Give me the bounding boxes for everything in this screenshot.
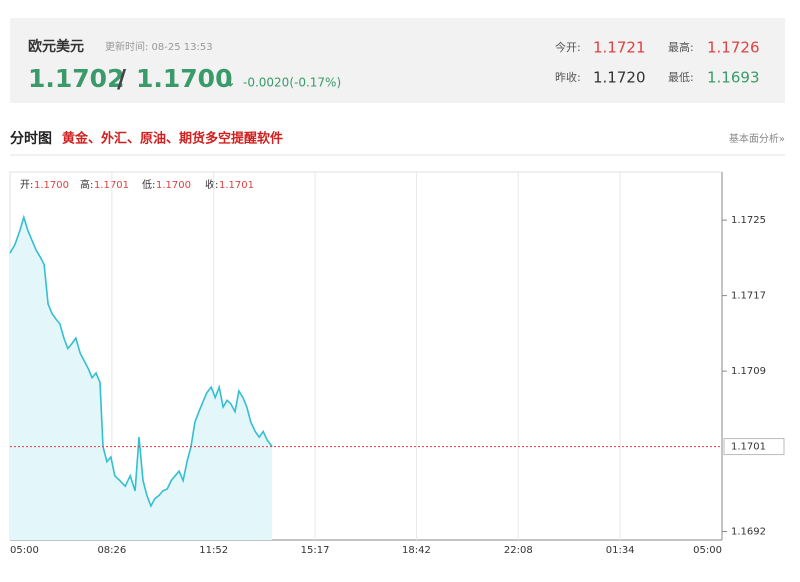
y-tick-label: 1.1709 xyxy=(731,366,766,377)
ohlc-value: 1.1701 xyxy=(219,180,254,191)
y-tick-label: 1.1717 xyxy=(731,291,766,302)
x-tick-label: 15:17 xyxy=(301,545,330,556)
analysis-link[interactable]: 基本面分析» xyxy=(729,132,785,145)
ohlc-label: 高: xyxy=(80,178,93,191)
update-time: 更新时间: 08-25 13:53 xyxy=(105,40,213,53)
stat-label: 今开: xyxy=(555,40,581,54)
ohlc-label: 低: xyxy=(142,178,155,191)
x-tick-label: 05:00 xyxy=(693,545,722,556)
y-tick-label: 1.1692 xyxy=(731,527,766,538)
x-tick-label: 01:34 xyxy=(606,545,635,556)
header-box xyxy=(10,18,785,103)
stat-value: 1.1721 xyxy=(593,39,646,57)
y-tick-label: 1.1725 xyxy=(731,215,766,226)
x-tick-label: 11:52 xyxy=(199,545,228,556)
x-tick-label: 05:00 xyxy=(10,545,39,556)
ohlc-value: 1.1700 xyxy=(156,180,191,191)
price-change: -0.0020(-0.17%) xyxy=(243,76,341,90)
bid-price: 1.1702 xyxy=(28,64,124,93)
stat-label: 昨收: xyxy=(555,70,581,84)
stat-value: 1.1720 xyxy=(593,69,646,87)
change-arrow: ↓ xyxy=(225,76,236,91)
promo-link[interactable]: 黄金、外汇、原油、期货多空提醒软件 xyxy=(62,131,283,147)
last-price-label: 1.1701 xyxy=(731,442,766,453)
ohlc-label: 开: xyxy=(20,180,33,191)
x-tick-label: 18:42 xyxy=(402,545,431,556)
section-title: 分时图 xyxy=(10,130,52,147)
ohlc-value: 1.1700 xyxy=(34,180,69,191)
stat-label: 最低: xyxy=(668,71,694,84)
stat-value: 1.1693 xyxy=(707,69,760,87)
last-price-box xyxy=(723,438,785,456)
stat-value: 1.1726 xyxy=(707,39,760,57)
price-line xyxy=(9,214,273,508)
price-separator: / xyxy=(117,64,127,93)
x-tick-label: 08:26 xyxy=(97,545,126,556)
ohlc-label: 收: xyxy=(205,178,218,191)
stat-label: 最高: xyxy=(668,40,694,54)
x-tick-label: 22:08 xyxy=(504,545,533,556)
quote-title: 欧元美元 xyxy=(28,38,84,55)
ask-price: 1.1700 xyxy=(136,64,232,93)
price-area xyxy=(10,217,273,541)
